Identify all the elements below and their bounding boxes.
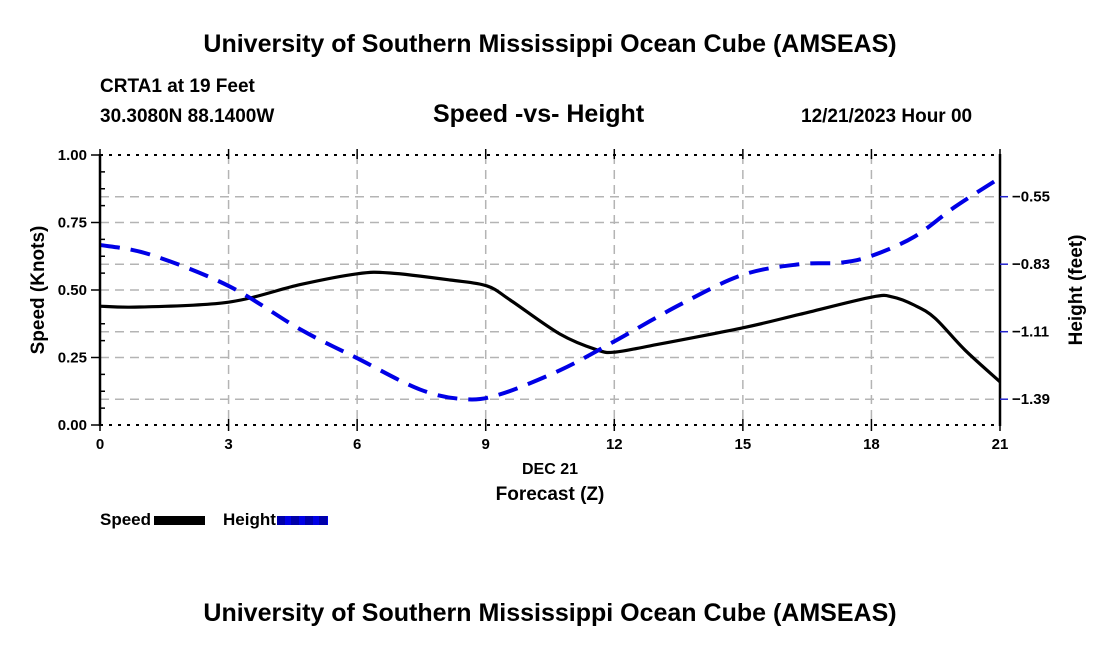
y-right-tick-label: −0.83 bbox=[1012, 256, 1050, 273]
y-left-tick-label: 0.25 bbox=[58, 350, 87, 367]
station-coordinates: 30.3080N 88.1400W bbox=[100, 106, 275, 127]
legend-item-speed: Speed bbox=[100, 510, 206, 530]
y-axis-left-label: Speed (Knots) bbox=[28, 226, 49, 355]
forecast-datetime: 12/21/2023 Hour 00 bbox=[801, 106, 973, 127]
axis-labels: Speed (Knots) Height (feet) DEC 21 Forec… bbox=[28, 226, 1087, 505]
y-left-tick-label: 0.00 bbox=[58, 417, 87, 434]
x-tick-label: 3 bbox=[224, 436, 232, 453]
x-tick-label: 21 bbox=[992, 436, 1009, 453]
legend-swatch-height bbox=[276, 515, 328, 525]
legend-item-height: Height bbox=[223, 510, 328, 530]
legend-label-speed: Speed bbox=[100, 510, 152, 529]
station-label: CRTA1 at 19 Feet bbox=[100, 76, 255, 97]
y-left-tick-label: 0.50 bbox=[58, 282, 87, 299]
footer-title: University of Southern Mississippi Ocean… bbox=[203, 599, 897, 627]
chart-subtitle: Speed -vs- Height bbox=[433, 100, 645, 128]
y-right-tick-label: −1.39 bbox=[1012, 391, 1050, 408]
y-right-tick-label: −0.55 bbox=[1012, 189, 1050, 206]
axes-group: 0 3 6 9 12 15 18 21 0.00 0.25 0.50 0.75 1.00 −0.55 −0.… bbox=[58, 147, 1050, 453]
y-right-tick-label: −1.11 bbox=[1012, 324, 1049, 341]
series-line-height bbox=[99, 176, 1002, 402]
x-axis-label: Forecast (Z) bbox=[496, 484, 605, 505]
x-tick-label: 9 bbox=[482, 436, 490, 453]
x-tick-label: 18 bbox=[863, 436, 880, 453]
y-axis-right-label: Height (feet) bbox=[1066, 235, 1087, 346]
legend-label-height: Height bbox=[223, 510, 276, 529]
y-left-tick-label: 1.00 bbox=[58, 147, 87, 164]
grid-lines bbox=[100, 155, 1000, 425]
chart-main-title: University of Southern Mississippi Ocean… bbox=[203, 30, 897, 58]
x-tick-label: 15 bbox=[735, 436, 752, 453]
x-tick-label: 6 bbox=[353, 436, 361, 453]
x-tick-label: 0 bbox=[96, 436, 104, 453]
x-axis-date-label: DEC 21 bbox=[522, 461, 578, 478]
legend-swatch-speed bbox=[154, 515, 206, 525]
series-group bbox=[99, 176, 1002, 402]
legend: Speed Height bbox=[100, 509, 346, 531]
x-tick-label: 12 bbox=[606, 436, 623, 453]
y-left-tick-label: 0.75 bbox=[58, 215, 87, 232]
